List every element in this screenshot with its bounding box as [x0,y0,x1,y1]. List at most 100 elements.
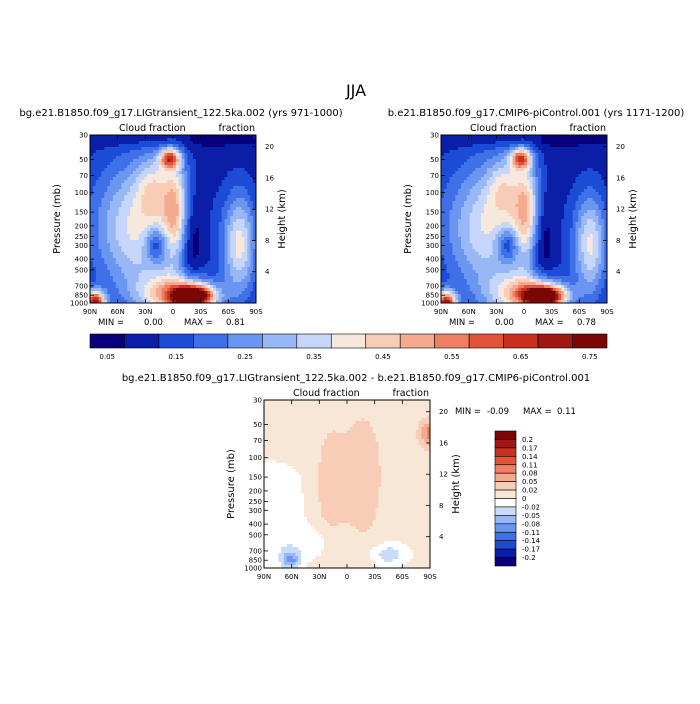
heat-cell [484,138,487,141]
heat-cell [130,201,133,204]
heat-cell [173,231,176,234]
heat-cell [513,219,516,222]
heat-cell [150,159,153,162]
heat-cell [541,177,544,180]
heat-cell [159,189,162,192]
heat-cell [156,255,159,258]
heat-cell [156,186,159,189]
heat-cell [225,288,228,291]
heat-cell [176,273,179,276]
heat-cell [527,159,530,162]
heat-cell [521,171,524,174]
heat-cell [199,240,202,243]
heat-cell [452,186,455,189]
heat-cell [210,249,213,252]
heat-cell [93,273,96,276]
heat-cell [561,192,564,195]
heat-cell [538,144,541,147]
heat-cell [124,216,127,219]
colorbar-swatch [124,334,158,348]
heat-cell [196,207,199,210]
heat-cell [487,207,490,210]
heat-cell [116,195,119,198]
heat-cell [179,150,182,153]
heat-cell [142,228,145,231]
heat-cell [239,237,242,240]
heat-cell [121,141,124,144]
heat-cell [487,171,490,174]
heat-cell [219,153,222,156]
heat-cell [130,258,133,261]
heat-cell [245,207,248,210]
heat-cell [570,213,573,216]
heat-cell [139,162,142,165]
heat-cell [518,195,521,198]
heat-cell [227,228,230,231]
heat-cell [170,276,173,279]
heat-cell [490,168,493,171]
heat-cell [96,162,99,165]
heat-cell [230,141,233,144]
heat-cell [535,204,538,207]
heat-cell [222,141,225,144]
heat-cell [541,213,544,216]
heat-cell [458,174,461,177]
heat-cell [547,186,550,189]
heat-cell [544,183,547,186]
heat-cell [179,288,182,291]
heat-cell [139,165,142,168]
heat-cell [236,189,239,192]
heat-cell [447,141,450,144]
heat-cell [199,204,202,207]
heat-cell [558,189,561,192]
heat-cell [164,270,167,273]
heat-cell [187,249,190,252]
heat-cell [121,162,124,165]
heat-cell [164,147,167,150]
heat-cell [444,156,447,159]
heat-cell [187,168,190,171]
heat-cell [475,216,478,219]
heat-cell [464,219,467,222]
heat-cell [153,192,156,195]
heat-cell [567,192,570,195]
heat-cell [467,144,470,147]
heat-cell [521,144,524,147]
heat-cell [458,189,461,192]
heat-cell [504,216,507,219]
heat-cell [124,291,127,294]
heat-cell [530,156,533,159]
heat-cell [507,165,510,168]
heat-cell [139,279,142,282]
heat-cell [219,147,222,150]
heat-cell [507,198,510,201]
heat-cell [142,231,145,234]
heat-cell [150,195,153,198]
heat-cell [213,183,216,186]
heat-cell [527,177,530,180]
heat-cell [213,204,216,207]
heat-cell [150,207,153,210]
heat-cell [210,186,213,189]
heat-cell [458,219,461,222]
heat-cell [104,156,107,159]
heat-cell [561,177,564,180]
heat-cell [521,207,524,210]
heat-cell [133,225,136,228]
heat-cell [96,276,99,279]
heat-cell [487,168,490,171]
heat-cell [550,216,553,219]
heat-cell [144,153,147,156]
heat-cell [447,219,450,222]
heat-cell [110,288,113,291]
heat-cell [242,222,245,225]
heat-cell [598,198,601,201]
heat-cell [130,282,133,285]
heat-cell [561,213,564,216]
colorbar-swatch [193,334,227,348]
heat-cell [162,192,165,195]
heat-cell [458,141,461,144]
heat-cell [121,255,124,258]
heat-cell [472,138,475,141]
heat-cell [564,183,567,186]
